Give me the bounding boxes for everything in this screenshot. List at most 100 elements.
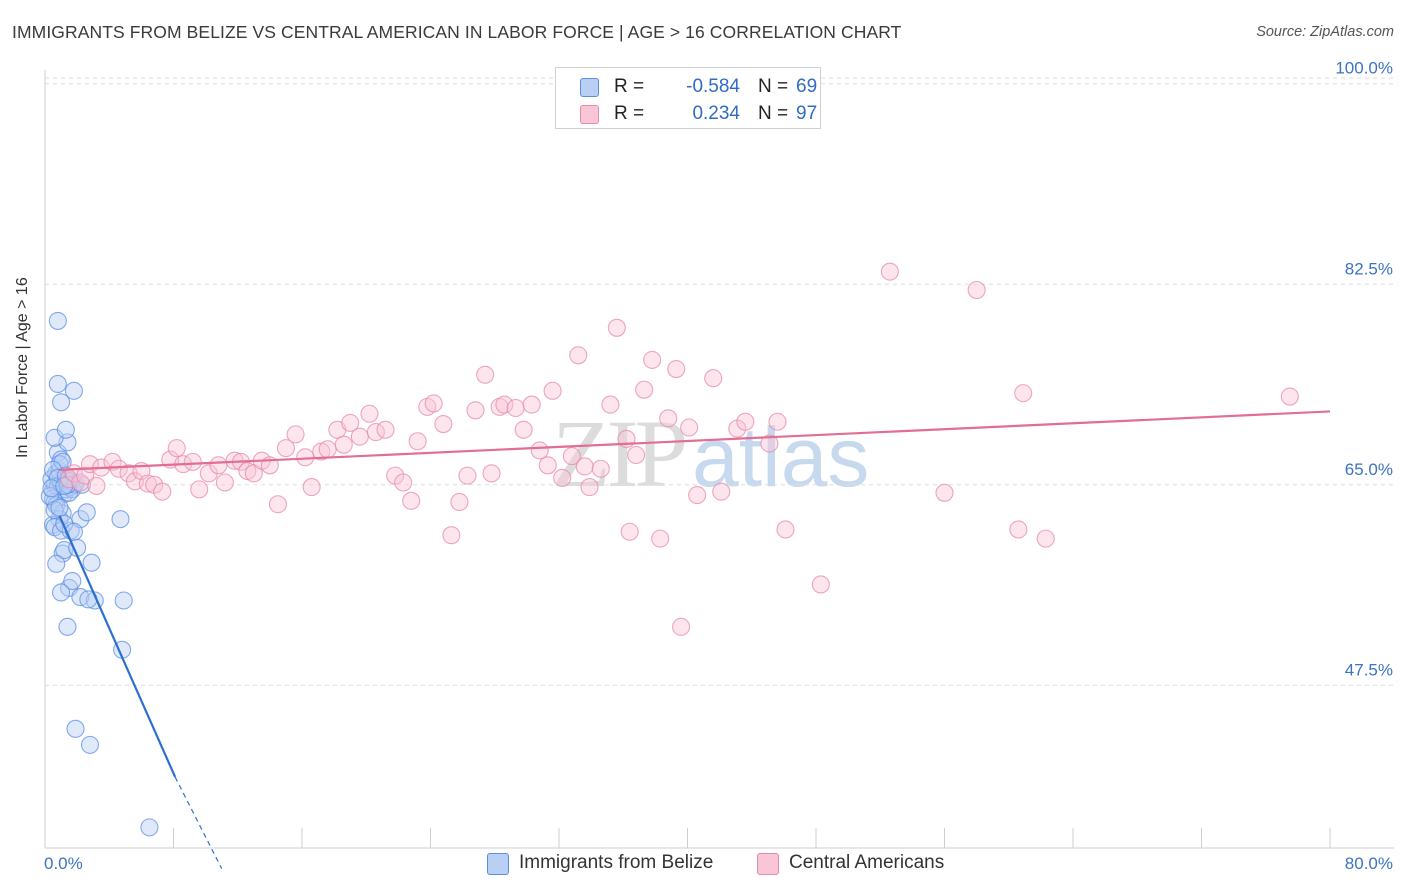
point-central-americans [394,473,413,492]
point-central-americans [167,439,186,458]
point-central-americans [672,617,691,636]
legend-r-label: R = [614,103,645,124]
trendline-extension-belize [174,776,223,869]
point-belize [63,571,82,591]
point-central-americans [538,456,557,475]
legend-swatch-belize [580,78,599,97]
legend-n-value: 97 [796,103,818,124]
point-central-americans [424,394,443,413]
point-central-americans [688,486,707,505]
point-central-americans [880,262,899,281]
trendline-central-americans [59,410,1331,471]
legend-label-central-americans: Central Americans [789,852,945,873]
point-belize [114,591,133,610]
point-central-americans [103,452,122,471]
point-central-americans [408,432,427,451]
point-central-americans [736,412,755,431]
trendline-belize [58,515,177,778]
point-central-americans [667,360,686,379]
point-central-americans [562,447,581,466]
point-belize [50,498,69,517]
point-central-americans [569,346,588,365]
point-belize [56,420,75,439]
point-central-americans [543,381,562,400]
point-central-americans [490,397,509,416]
point-central-americans [318,440,337,459]
point-central-americans [522,395,541,414]
point-central-americans [190,480,209,499]
point-belize [64,522,83,541]
point-central-americans [153,482,172,501]
point-central-americans [360,404,379,423]
y-tick-label: 100.0% [1335,59,1393,78]
point-belize [64,381,83,400]
point-central-americans [712,482,731,501]
y-tick-label: 82.5% [1345,259,1393,278]
point-central-americans [1036,529,1055,548]
legend-swatch-central-americans [757,853,779,875]
point-belize [77,503,96,522]
point-central-americans [659,409,678,428]
point-central-americans [286,425,305,444]
legend-r-value: -0.584 [686,76,740,97]
correlation-legend: R = -0.584 N = 69 R = 0.234 N = 97 [555,67,821,129]
point-central-americans [1009,520,1028,539]
point-belize [52,393,71,412]
point-central-americans [350,427,369,446]
legend-r-value: 0.234 [692,103,740,124]
x-tick-label-max: 80.0% [1345,854,1393,873]
point-central-americans [76,466,95,485]
point-central-americans [635,380,654,399]
point-belize [48,374,67,393]
point-belize [45,500,64,520]
point-central-americans [276,439,295,458]
legend-n-label: N = [758,76,789,97]
point-central-americans [580,478,599,497]
point-central-americans [138,474,157,493]
point-central-americans [466,401,485,420]
point-central-americans [334,435,353,454]
point-belize [47,554,66,573]
point-belize [66,719,85,738]
point-central-americans [627,445,646,465]
point-central-americans [643,350,662,369]
point-central-americans [87,476,106,495]
point-central-americans [183,452,202,471]
point-central-americans [967,280,986,300]
point-central-americans [1280,387,1299,406]
point-central-americans [776,520,795,539]
point-central-americans [215,473,234,492]
legend-swatch-belize [487,853,509,875]
legend-r-label: R = [614,76,645,97]
y-tick-label: 47.5% [1345,660,1393,679]
point-central-americans [704,369,723,388]
point-central-americans [109,459,128,478]
point-central-americans [434,415,453,434]
point-central-americans [935,483,954,502]
point-central-americans [651,529,670,548]
point-central-americans [620,522,639,541]
point-central-americans [530,441,549,460]
y-tick-label: 65.0% [1345,460,1393,479]
point-central-americans [402,491,421,510]
point-central-americans [495,395,514,414]
x-tick-label-min: 0.0% [44,854,83,873]
point-central-americans [302,478,321,497]
point-belize [48,311,67,330]
point-central-americans [376,420,395,439]
point-central-americans [209,456,228,475]
point-central-americans [1014,384,1033,403]
series-legend: Immigrants from Belize Central Americans [0,852,1406,878]
point-central-americans [482,464,501,483]
point-belize [82,553,101,572]
point-central-americans [760,434,779,453]
y-axis-label: In Labor Force | Age > 16 [14,277,31,458]
point-belize [58,617,77,636]
point-central-americans [514,420,533,439]
point-central-americans [458,466,477,485]
point-belize [52,583,71,602]
point-belize [80,735,100,754]
point-belize [140,818,159,837]
point-belize [111,510,130,529]
